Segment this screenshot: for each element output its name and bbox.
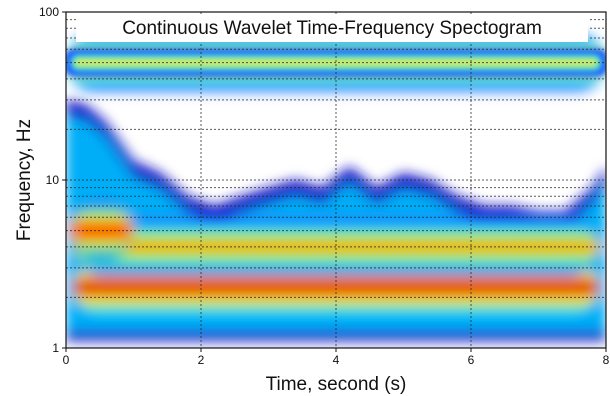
y-axis-ticks: 1 10 100 (39, 5, 66, 355)
chart-title: Continuous Wavelet Time-Frequency Specto… (122, 18, 542, 39)
x-tick-label-0: 0 (63, 353, 70, 367)
x-tick-label-4: 8 (603, 353, 610, 367)
band-3-layer-4 (69, 225, 134, 236)
x-tick-label-2: 4 (333, 353, 340, 367)
y-axis-label: Frequency, Hz (14, 119, 35, 241)
y-tick-label-0: 1 (52, 341, 59, 355)
x-tick-label-1: 2 (198, 353, 205, 367)
x-axis-label: Time, second (s) (266, 374, 407, 395)
band-1-layer-4 (72, 282, 600, 293)
x-tick-label-3: 6 (468, 353, 475, 367)
title-box (76, 14, 588, 42)
y-tick-label-2: 100 (39, 5, 59, 19)
x-axis-ticks: 0 2 4 6 8 (63, 348, 610, 367)
y-tick-label-1: 10 (46, 173, 60, 187)
